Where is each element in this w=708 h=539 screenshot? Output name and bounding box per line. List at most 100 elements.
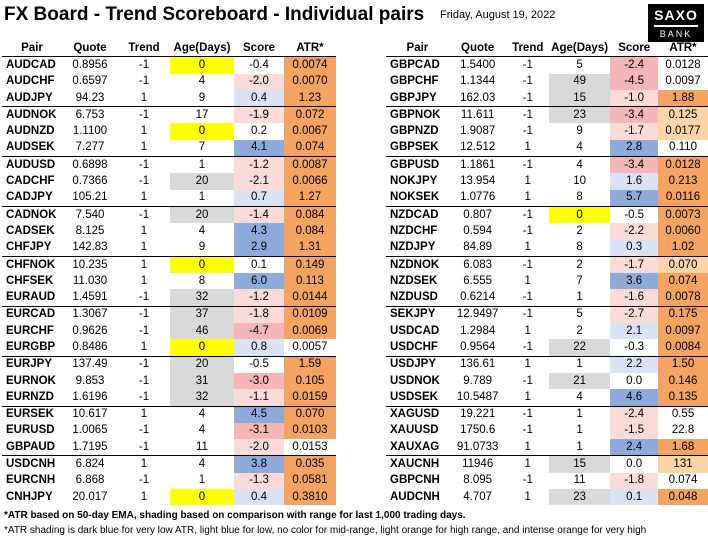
age-cell: 9: [576, 125, 583, 138]
age-cell: 20: [170, 173, 234, 190]
pair-cell: EURNZD: [6, 390, 54, 403]
age-cell: 4: [576, 141, 583, 154]
age-cell: 7: [198, 141, 206, 154]
pair-cell: EURGBP: [6, 340, 56, 353]
quote-cell: 8.095: [463, 474, 493, 487]
trend-cell: -1: [118, 156, 170, 174]
atr-cell: 0.0073: [658, 205, 708, 224]
age-cell: 4: [170, 455, 234, 473]
score-cell: 6.0: [234, 273, 284, 290]
score-cell: -2.1: [234, 173, 284, 190]
quote-cell: 19.221: [448, 405, 507, 423]
trend-cell: -1: [522, 374, 533, 387]
score-cell: -4.5: [610, 73, 659, 90]
table-row: AUDUSD 0.6898 -1 1 -1.2 0.0087: [2, 156, 336, 174]
pair-cell: CADJPY: [6, 191, 53, 204]
trend-cell: 1: [140, 241, 148, 254]
pair-cell: NZDCAD: [386, 205, 449, 224]
left-scoreboard-table: Pair Quote Trend Age(Days) Score ATR* AU…: [2, 40, 336, 506]
table-row: NZDSEK 6.555 1 7 3.6 0.074: [386, 273, 708, 290]
pair-cell: CADCHF: [6, 175, 55, 188]
score-cell: -1.9: [234, 106, 284, 124]
atr-cell: 0.55: [658, 405, 708, 423]
atr-cell: 0.0097: [658, 323, 708, 340]
trend-cell: -1: [138, 390, 150, 403]
score-cell: -0.4: [234, 56, 284, 74]
quote-cell: 1.2984: [460, 324, 496, 337]
table-row: AUDCNH 4.707 1 23 0.1 0.048: [386, 489, 708, 506]
pair-cell: EURSEK: [2, 405, 62, 423]
atr-cell: 0.0097: [665, 75, 701, 88]
pair-cell: EURCHF: [6, 324, 54, 337]
score-cell: -2.7: [610, 305, 659, 324]
age-cell: 8: [198, 274, 206, 287]
pair-cell: XAUUSD: [390, 424, 439, 437]
age-cell: 4: [576, 390, 583, 403]
age-cell: 32: [170, 289, 234, 307]
page-title: FX Board - Trend Scoreboard - Individual…: [4, 4, 425, 25]
trend-cell: -1: [506, 56, 549, 74]
pair-cell: USDSEK: [390, 390, 438, 403]
score-cell: -3.4: [610, 156, 659, 174]
col-header-trend: Trend: [118, 40, 170, 58]
trend-cell: 1: [524, 241, 531, 254]
atr-cell: 0.125: [658, 106, 708, 124]
trend-cell: -1: [118, 355, 170, 373]
age-cell: 1: [576, 424, 583, 437]
atr-cell: 0.070: [658, 255, 708, 274]
quote-cell: 11946: [448, 455, 507, 473]
quote-cell: 0.7366: [72, 175, 108, 188]
pair-cell: NZDSEK: [390, 274, 438, 287]
table-row: EURGBP 0.8486 1 0 0.8 0.0057: [2, 339, 336, 357]
trend-cell: 1: [506, 455, 549, 473]
table-row: SEKJPY 12.9497 -1 5 -2.7 0.175: [386, 305, 708, 324]
score-cell: -1.1: [234, 389, 284, 407]
atr-cell: 0.110: [669, 141, 697, 154]
col-header-quote: Quote: [62, 40, 118, 58]
table-row: XAUUSD 1750.6 -1 1 -1.5 22.8: [386, 422, 708, 440]
table-row: GBPCNH 8.095 -1 11 -1.8 0.074: [386, 472, 708, 490]
pair-cell: EURJPY: [2, 355, 62, 373]
table-row: NOKSEK 1.0776 1 8 5.7 0.0116: [386, 189, 708, 207]
pair-cell: AUDCHF: [6, 75, 55, 88]
age-cell: 2: [576, 224, 583, 237]
table-row: USDCAD 1.2984 1 2 2.1 0.0097: [386, 323, 708, 340]
score-cell: 3.6: [610, 273, 659, 290]
score-cell: 4.3: [234, 223, 284, 240]
score-cell: -2.0: [234, 439, 284, 456]
age-cell: 4: [548, 156, 611, 174]
col-header-score: Score: [610, 40, 659, 58]
trend-cell: 1: [140, 274, 148, 287]
table-row: NOKJPY 13.954 1 10 1.6 0.213: [386, 173, 708, 190]
score-cell: 0.1: [234, 255, 284, 274]
trend-cell: -1: [118, 56, 170, 74]
table-row: EURJPY 137.49 -1 20 -0.5 1.59: [2, 355, 336, 373]
atr-cell: 1.50: [658, 355, 708, 373]
quote-cell: 10.617: [62, 405, 118, 423]
score-cell: 0.4: [234, 89, 284, 107]
score-cell: -1.3: [234, 472, 284, 490]
pair-cell: NOKSEK: [390, 191, 440, 204]
quote-cell: 13.954: [460, 175, 496, 188]
atr-cell: 0.135: [658, 389, 708, 407]
atr-cell: 0.035: [284, 455, 336, 473]
score-cell: -1.2: [234, 289, 284, 307]
atr-cell: 0.0067: [284, 123, 336, 140]
age-cell: 4: [170, 405, 234, 423]
score-cell: 4.1: [234, 139, 284, 157]
quote-cell: 0.594: [463, 224, 493, 237]
trend-cell: -1: [522, 224, 533, 237]
quote-cell: 1.3067: [62, 305, 118, 324]
trend-cell: 1: [524, 175, 531, 188]
quote-cell: 1.1100: [72, 125, 108, 138]
score-cell: -3.1: [234, 422, 284, 440]
age-cell: 1: [576, 440, 583, 453]
atr-cell: 0.0109: [284, 305, 336, 324]
atr-cell: 0.084: [284, 223, 336, 240]
pair-cell: AUDSEK: [6, 141, 55, 154]
trend-cell: -1: [522, 340, 533, 353]
trend-cell: 1: [524, 490, 531, 503]
pair-cell: CHFNOK: [2, 255, 62, 274]
score-cell: -1.6: [610, 289, 659, 307]
pair-cell: USDCAD: [390, 324, 440, 337]
